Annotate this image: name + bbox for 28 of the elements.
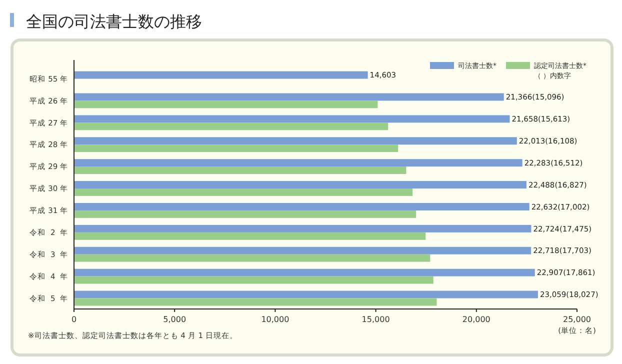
chart-title: 全国の司法書士数の推移 [26,12,202,31]
bar [74,298,437,306]
bar [74,210,416,218]
x-tick-label: 25,000 [563,315,591,324]
bar [74,93,504,101]
bar [74,224,532,232]
bar [74,276,434,284]
x-tick-label: 5,000 [163,315,186,324]
bar [74,232,426,240]
bar [74,137,517,145]
bar [74,159,522,167]
bar [74,166,406,174]
x-tick-label: 20,000 [462,315,490,324]
bar [74,144,398,152]
bar [74,71,368,79]
bar [74,188,413,196]
x-tick-label: 15,000 [362,315,390,324]
x-tick-label: 10,000 [261,315,290,324]
bar [74,268,535,276]
bar [74,290,538,298]
bar [74,254,430,262]
bar [74,181,526,188]
bar [74,202,530,210]
bar [74,100,378,108]
bar [74,246,532,254]
x-tick-label: 0 [71,315,77,324]
bar [74,115,510,123]
bar [74,122,388,130]
